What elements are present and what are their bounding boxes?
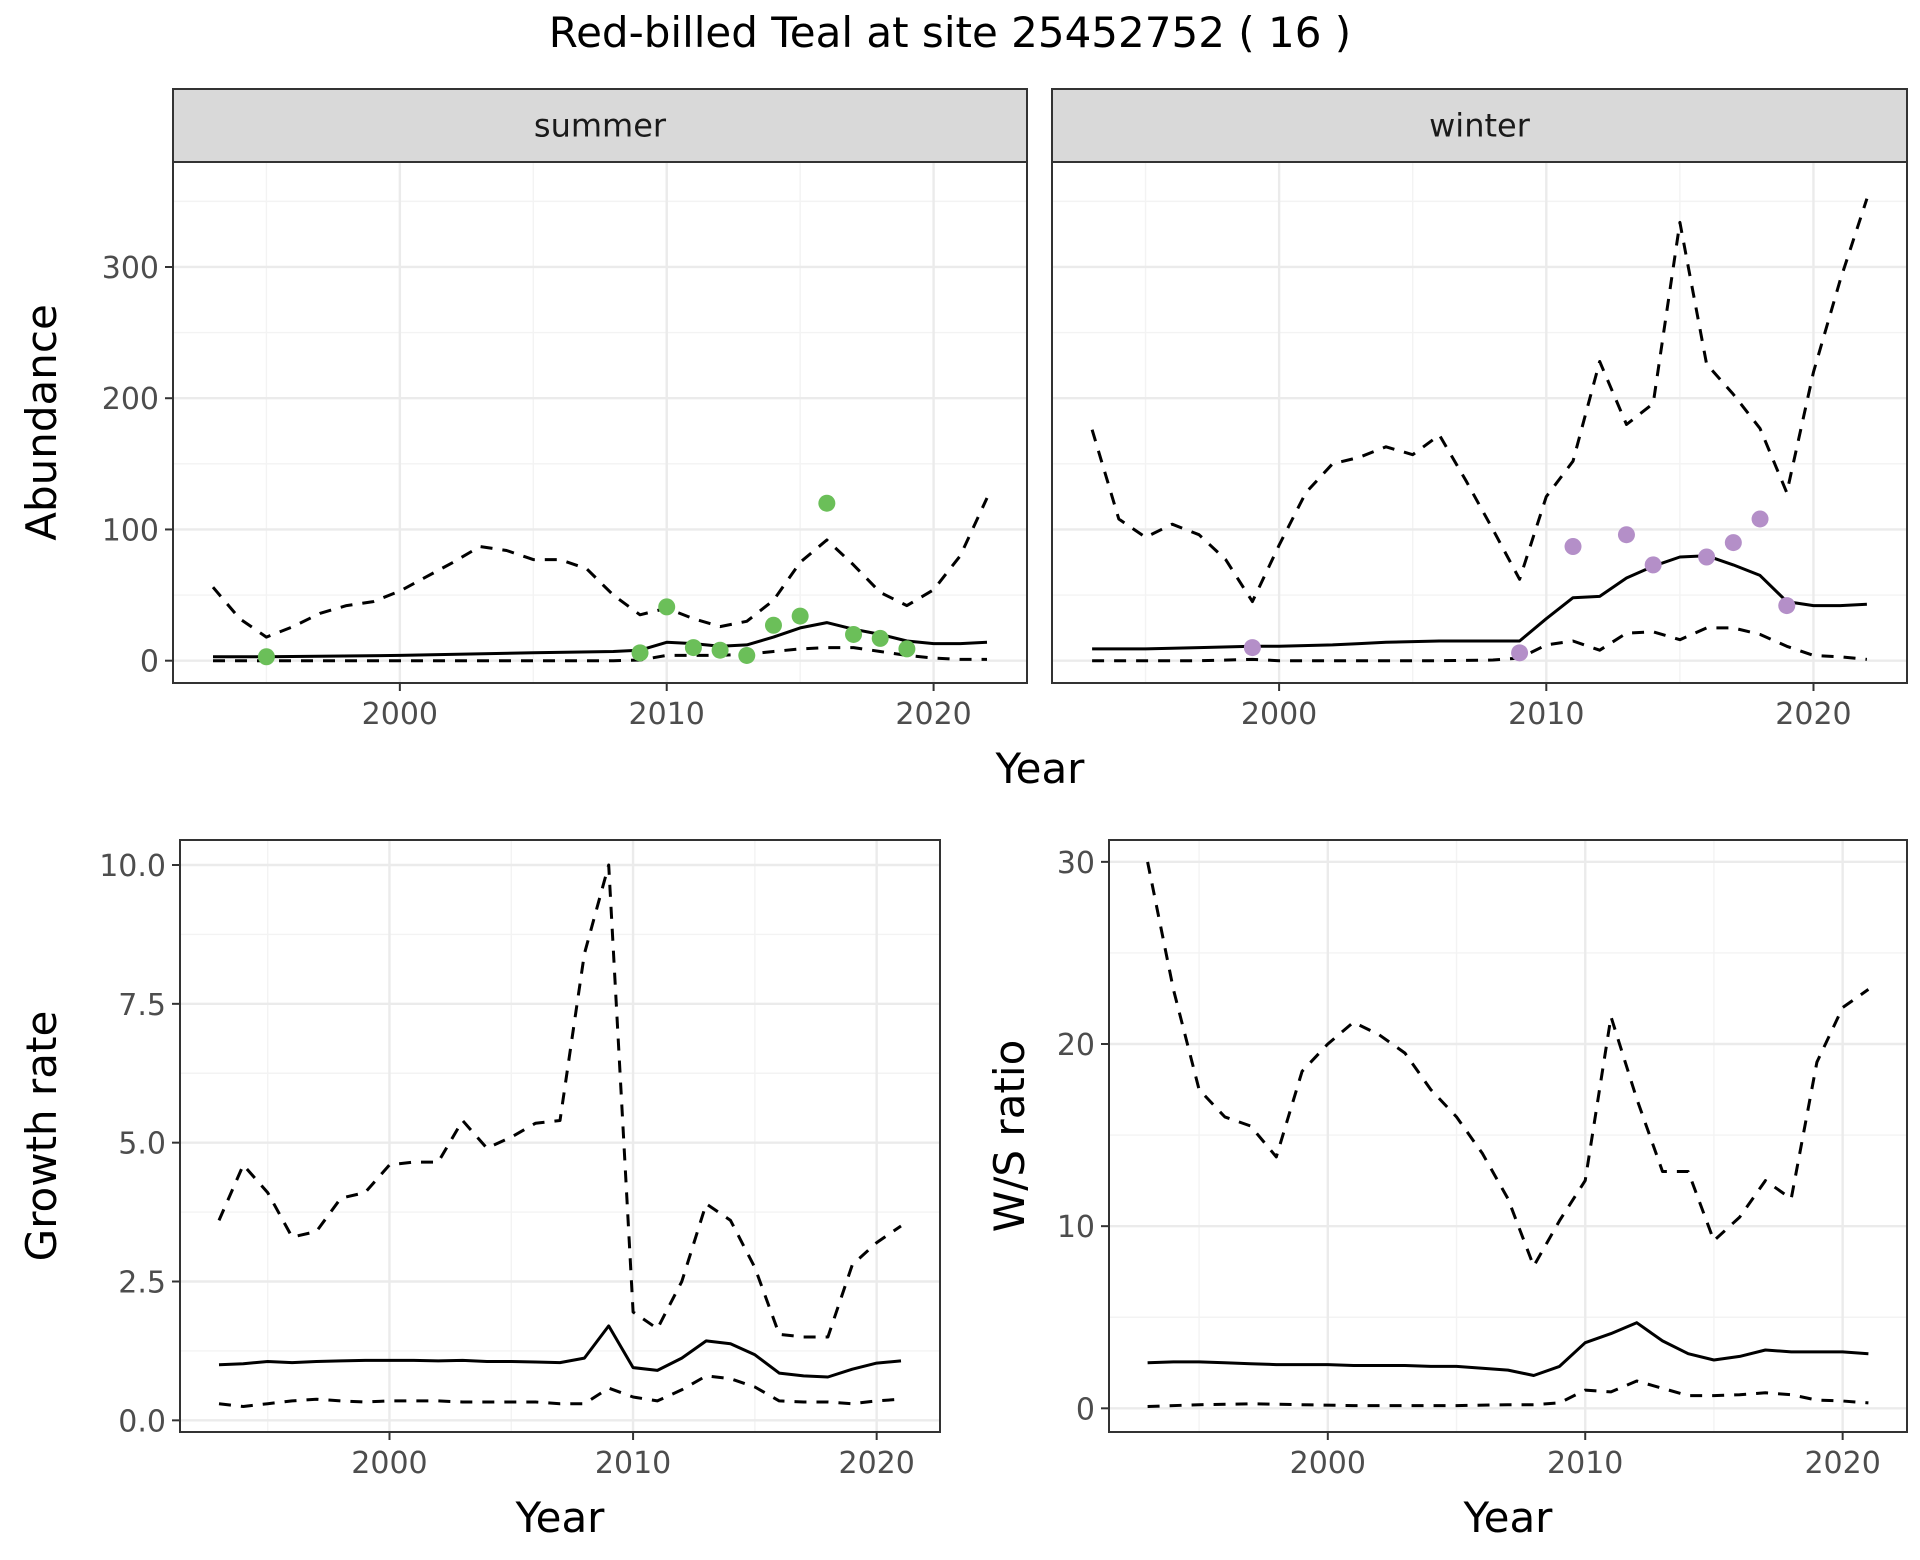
series-line-estimate — [1092, 554, 1867, 651]
x-tick-label: 2010 — [629, 697, 705, 732]
panel-winter: winter 2000 2010 2020 — [1051, 88, 1908, 732]
y-tick-label: 20 — [1057, 1028, 1095, 1063]
observed-point — [1751, 510, 1769, 528]
observed-point — [1698, 548, 1716, 566]
y-tick-label: 10.0 — [99, 849, 166, 884]
observed-point — [1617, 526, 1635, 544]
series-line-upper — [217, 863, 902, 1339]
observed-point — [845, 625, 863, 643]
x-tick-label: 2020 — [838, 1446, 914, 1481]
observed-point — [1644, 556, 1662, 574]
x-tick-label: 2000 — [351, 1446, 427, 1481]
x-tick-label: 2010 — [1508, 697, 1584, 732]
y-tick-label: 0 — [140, 645, 159, 680]
x-tick-label: 2020 — [1775, 697, 1851, 732]
observed-point — [871, 629, 889, 647]
y-axis-title: Abundance — [17, 304, 66, 541]
x-axis-title: Year — [1463, 1493, 1554, 1542]
series-line-lower — [218, 1374, 902, 1408]
series-line-upper — [211, 497, 989, 639]
x-tick-label: 2010 — [595, 1446, 671, 1481]
x-tick-label: 2000 — [362, 697, 438, 732]
observed-point — [684, 639, 702, 657]
y-tick-label: 10 — [1057, 1210, 1095, 1245]
chart-title: Red-billed Teal at site 25452752 ( 16 ) — [549, 8, 1351, 57]
observed-point — [1243, 639, 1261, 657]
y-tick-label: 200 — [102, 382, 159, 417]
observed-point — [1724, 534, 1742, 552]
panel-summer: summer 2000 2010 2020 0 100 200 300 Abundance — [17, 88, 1028, 732]
x-tick-label: 2010 — [1547, 1446, 1623, 1481]
x-tick-label: 2000 — [1241, 697, 1317, 732]
series-line-upper — [1146, 861, 1870, 1268]
panel-growth: 2000 2010 2020 0.0 2.5 5.0 7.5 10.0 Growth rate Y… — [17, 839, 941, 1542]
y-axis-title: W/S ratio — [985, 1040, 1034, 1233]
facet-strip — [172, 88, 1028, 163]
observed-point — [791, 607, 809, 625]
series-line-estimate — [218, 1324, 902, 1379]
observed-point — [711, 641, 729, 659]
y-axis-title: Growth rate — [17, 1011, 66, 1262]
series-line-lower — [1147, 1379, 1869, 1408]
observed-point — [738, 646, 756, 664]
y-tick-label: 2.5 — [118, 1266, 166, 1301]
x-axis-title: Year — [515, 1493, 606, 1542]
observed-point — [898, 640, 916, 658]
facet-strip-label: summer — [534, 107, 667, 145]
panel-background — [180, 840, 940, 1432]
facet-x-axis-title: Year — [995, 744, 1086, 793]
y-tick-label: 5.0 — [118, 1127, 166, 1162]
panel-background — [1109, 840, 1907, 1432]
x-tick-label: 2020 — [895, 697, 971, 732]
x-tick-label: 2020 — [1804, 1446, 1880, 1481]
series-line-estimate — [1147, 1321, 1869, 1377]
x-tick-label: 2000 — [1290, 1446, 1366, 1481]
observed-point — [658, 598, 676, 616]
series-line-lower — [1092, 626, 1868, 663]
observed-point — [764, 616, 782, 634]
panel-background — [173, 162, 1027, 683]
y-tick-label: 100 — [102, 513, 159, 548]
facet-strip — [1051, 88, 1908, 163]
y-tick-label: 0 — [1076, 1392, 1095, 1427]
observed-point — [818, 494, 836, 512]
panel-ratio: 2000 2010 2020 0 10 20 30 W/S ratio Year — [985, 839, 1908, 1542]
y-tick-label: 7.5 — [118, 988, 166, 1023]
panel-border — [179, 839, 941, 1433]
panel-border — [1108, 839, 1908, 1433]
observed-point — [257, 648, 275, 666]
observed-point — [1778, 597, 1796, 615]
observed-point — [1564, 538, 1582, 556]
panel-background — [1052, 162, 1907, 683]
y-tick-label: 30 — [1057, 846, 1095, 881]
y-tick-label: 0.0 — [118, 1404, 166, 1439]
y-tick-label: 300 — [102, 251, 159, 286]
observed-point — [631, 644, 649, 662]
observed-point — [1511, 644, 1529, 662]
facet-strip-label: winter — [1429, 107, 1531, 145]
